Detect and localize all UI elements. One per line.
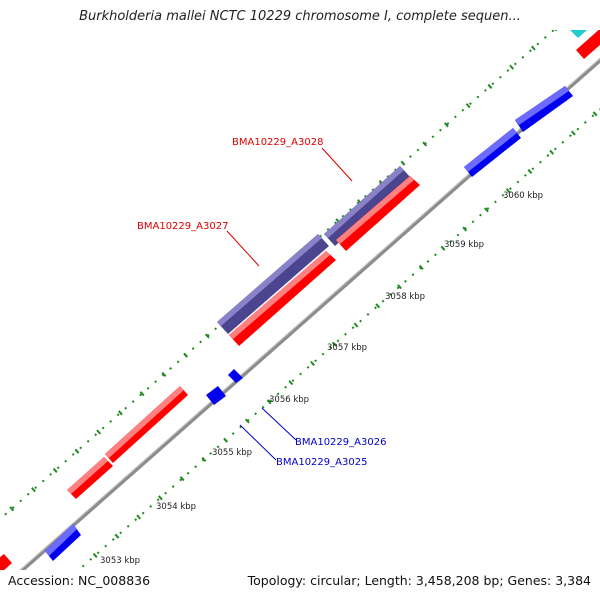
- tick-label-3053: 3053 kbp: [100, 556, 140, 566]
- tick-mark-inner-10: [244, 418, 250, 424]
- tick-mark-inner-20: [462, 226, 468, 232]
- cds-reverse-a3025: [206, 386, 226, 405]
- cyan-feature: [570, 30, 588, 38]
- tick-mark-inner-19: [440, 245, 446, 251]
- cds-forward-edge-right: [576, 30, 600, 59]
- tick-label-3057: 3057 kbp: [327, 343, 367, 353]
- tick-mark-outer-9: [183, 352, 189, 358]
- tick-mark-outer-19: [400, 160, 406, 166]
- tick-mark-inner-13: [310, 360, 315, 366]
- tick-mark-inner-17: [397, 284, 402, 290]
- cds-reverse-a3026: [228, 369, 243, 383]
- cds-reverse-upper-2: [464, 128, 521, 177]
- genome-backbone: [19, 57, 600, 570]
- leader-line-a3025: [239, 424, 277, 461]
- tick-mark-outer-10: [204, 333, 210, 339]
- leader-line-a3028: [321, 147, 353, 182]
- tick-mark-inner-5: [136, 514, 142, 520]
- tick-mark-outer-24: [509, 64, 515, 70]
- tick-mark-inner-18: [418, 264, 424, 270]
- map-title: Burkholderia mallei NCTC 10229 chromosom…: [79, 9, 521, 24]
- tick-mark-outer-1: [9, 506, 15, 512]
- tick-label-3058: 3058 kbp: [385, 292, 425, 302]
- tick-mark-inner-3: [92, 552, 98, 558]
- tick-mark-inner-12: [288, 380, 294, 386]
- tick-mark-outer-26: [554, 30, 558, 32]
- genome-backbone-highlight: [19, 57, 600, 570]
- tick-label-3054: 3054 kbp: [156, 502, 196, 512]
- gene-label-a3028: BMA10229_A3028: [232, 137, 323, 148]
- leader-line-a3027: [226, 230, 260, 267]
- tick-mark-inner-25: [570, 130, 576, 136]
- tick-mark-outer-5: [96, 429, 102, 435]
- feature-band-a3028: [324, 166, 411, 246]
- tick-mark-outer-23: [487, 83, 493, 89]
- tick-mark-outer-27: [575, 8, 578, 12]
- tick-mark-inner-22: [505, 188, 511, 194]
- tick-mark-outer-3: [52, 467, 58, 473]
- tick-mark-outer-4: [74, 448, 80, 454]
- tick-mark-outer-22: [465, 103, 471, 109]
- cds-forward-lower-1: [105, 386, 188, 463]
- tick-label-3056: 3056 kbp: [269, 395, 309, 405]
- accession-label: Accession: NC_008836: [8, 573, 151, 588]
- tick-mark-inner-14: [331, 341, 337, 347]
- tick-mark-outer-7: [139, 391, 145, 397]
- tick-mark-outer-25: [530, 45, 536, 51]
- tick-mark-inner-23: [527, 168, 533, 174]
- cds-forward-a3028: [336, 176, 420, 251]
- tick-marks-inner: [50, 111, 598, 596]
- feature-band-a3027: [217, 234, 329, 334]
- tick-mark-inner-4: [114, 533, 120, 539]
- tick-mark-outer-2: [31, 487, 36, 493]
- topology-summary: Topology: circular; Length: 3,458,208 bp…: [247, 573, 591, 588]
- tick-mark-inner-16: [375, 303, 381, 309]
- tick-label-3060: 3060 kbp: [503, 191, 543, 201]
- tick-track-inner: [77, 108, 600, 570]
- gene-label-a3025: BMA10229_A3025: [276, 457, 367, 468]
- gene-label-a3026: BMA10229_A3026: [295, 437, 386, 448]
- cds-forward-edge-left: [0, 554, 12, 570]
- tick-mark-inner-9: [223, 437, 229, 443]
- tick-mark-inner-7: [179, 476, 185, 482]
- tick-mark-outer-8: [161, 371, 167, 377]
- tick-mark-inner-21: [484, 207, 489, 213]
- tick-mark-inner-1: [50, 592, 53, 596]
- tick-label-3059: 3059 kbp: [444, 240, 484, 250]
- leader-line-a3026: [261, 407, 297, 441]
- tick-mark-inner-6: [158, 495, 163, 501]
- tick-mark-inner-11: [266, 399, 272, 405]
- cds-forward-a3027: [229, 251, 336, 346]
- tick-mark-outer-21: [444, 122, 449, 128]
- tick-mark-inner-26: [592, 111, 598, 117]
- cds-forward-lower-2: [67, 457, 113, 499]
- tick-mark-inner-24: [549, 149, 555, 155]
- cds-reverse-upper-1: [515, 86, 573, 132]
- tick-mark-outer-20: [422, 141, 428, 147]
- cds-reverse-lower: [45, 524, 81, 561]
- tick-label-3055: 3055 kbp: [212, 448, 252, 458]
- tick-mark-outer-6: [118, 410, 123, 416]
- tick-mark-inner-8: [201, 456, 207, 462]
- gene-label-a3027: BMA10229_A3027: [137, 221, 228, 232]
- tick-mark-inner-15: [353, 322, 359, 328]
